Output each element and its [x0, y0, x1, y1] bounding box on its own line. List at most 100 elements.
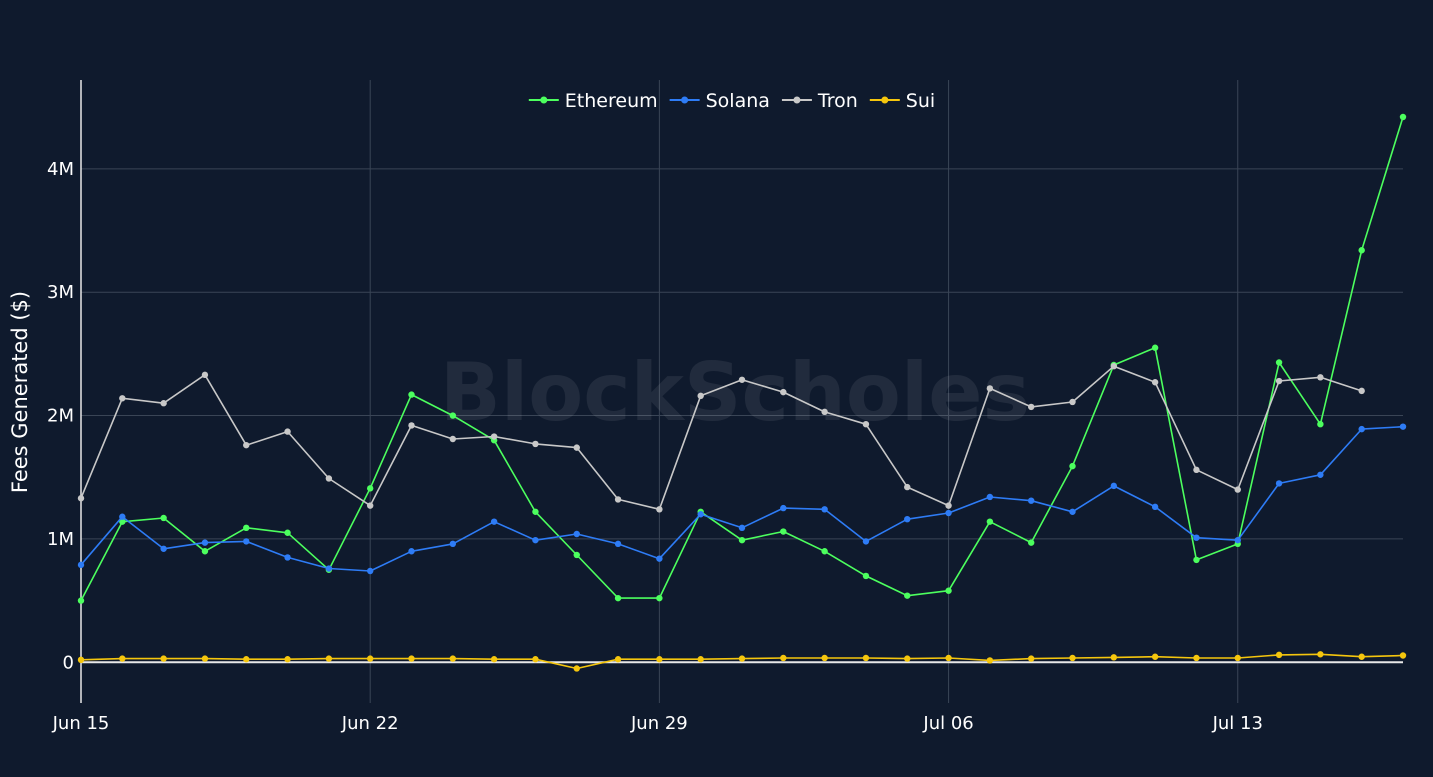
- legend-label: Tron: [817, 90, 858, 112]
- data-point: [201, 655, 209, 662]
- data-point: [201, 539, 209, 546]
- data-point: [656, 594, 663, 602]
- data-point: [325, 655, 333, 662]
- data-point: [821, 408, 828, 416]
- data-point: [1358, 425, 1365, 433]
- grid-lines: [81, 80, 1403, 703]
- y-axis-ticks: 0 1M 2M 3M 4M: [47, 159, 74, 673]
- data-point: [160, 545, 167, 552]
- data-point: [1193, 534, 1200, 541]
- data-point: [1151, 503, 1159, 511]
- data-point: [1399, 423, 1407, 430]
- data-point: [862, 538, 870, 545]
- data-point: [1317, 420, 1324, 428]
- data-point: [945, 587, 952, 594]
- data-point: [449, 655, 457, 662]
- data-point: [821, 548, 828, 555]
- data-point: [160, 400, 167, 407]
- data-point: [904, 592, 911, 599]
- x-tick-label: Jul 13: [1212, 713, 1263, 734]
- x-tick-label: Jun 15: [52, 713, 110, 734]
- data-point: [1151, 344, 1159, 351]
- data-point: [697, 511, 704, 518]
- data-point: [1027, 497, 1035, 504]
- data-point: [862, 420, 870, 428]
- legend-item-ethereum[interactable]: Ethereum: [528, 90, 658, 112]
- data-point: [986, 518, 994, 525]
- data-point: [1234, 654, 1241, 662]
- data-point: [119, 513, 126, 520]
- legend-label: Ethereum: [565, 90, 658, 112]
- data-point: [862, 654, 870, 662]
- data-point: [862, 572, 870, 580]
- data-point: [1399, 652, 1407, 659]
- data-point: [1193, 556, 1200, 564]
- legend-marker: [793, 96, 801, 104]
- data-point: [780, 388, 787, 396]
- data-point: [738, 655, 746, 662]
- y-tick-label: 0: [63, 652, 74, 673]
- y-tick-label: 1M: [47, 529, 74, 550]
- legend-item-tron[interactable]: Tron: [781, 90, 858, 112]
- legend-item-sui[interactable]: Sui: [869, 90, 935, 112]
- data-point: [243, 538, 250, 545]
- data-point: [408, 655, 415, 662]
- legend-marker: [540, 96, 548, 104]
- data-point: [656, 506, 663, 513]
- data-point: [366, 485, 374, 492]
- data-point: [1069, 398, 1076, 406]
- data-point: [243, 656, 250, 663]
- data-point: [325, 565, 333, 572]
- data-point: [738, 536, 746, 544]
- data-point: [284, 656, 291, 663]
- data-point: [614, 496, 622, 503]
- data-point: [821, 654, 828, 662]
- data-point: [366, 567, 374, 575]
- data-point: [77, 495, 85, 502]
- data-point: [780, 528, 787, 535]
- data-point: [1275, 359, 1283, 366]
- data-point: [904, 515, 911, 523]
- blockscholes-watermark: BlockScholes: [440, 346, 1030, 439]
- data-point: [1027, 539, 1035, 546]
- data-point: [119, 395, 126, 402]
- data-point: [490, 656, 498, 663]
- data-point: [77, 561, 85, 569]
- data-point: [532, 536, 539, 544]
- data-point: [160, 655, 167, 662]
- data-point: [366, 655, 374, 662]
- data-point: [366, 502, 374, 509]
- data-point: [1317, 651, 1324, 658]
- series-group: [77, 113, 1407, 672]
- data-point: [532, 656, 539, 663]
- data-point: [1234, 486, 1241, 493]
- data-point: [1317, 471, 1324, 478]
- data-point: [160, 514, 167, 522]
- data-point: [119, 655, 126, 662]
- data-point: [1110, 654, 1118, 661]
- data-point: [408, 548, 415, 555]
- data-point: [945, 502, 952, 509]
- data-point: [697, 656, 704, 663]
- data-point: [573, 444, 580, 451]
- x-tick-label: Jul 06: [922, 713, 973, 734]
- data-point: [614, 540, 622, 548]
- data-point: [243, 524, 250, 532]
- legend-label: Solana: [706, 90, 770, 112]
- data-point: [573, 665, 580, 672]
- data-point: [986, 657, 994, 664]
- data-point: [573, 551, 580, 559]
- data-point: [449, 540, 457, 548]
- data-point: [738, 376, 746, 383]
- series-sui: [77, 651, 1407, 672]
- legend-item-solana[interactable]: Solana: [669, 90, 770, 112]
- data-point: [408, 391, 415, 398]
- data-point: [1193, 466, 1200, 474]
- data-point: [945, 509, 952, 517]
- data-point: [1358, 387, 1365, 395]
- series-line-solana: [80, 425, 1404, 572]
- data-point: [449, 412, 457, 419]
- data-point: [284, 529, 291, 536]
- x-tick-label: Jun 29: [630, 713, 688, 734]
- data-point: [986, 385, 994, 392]
